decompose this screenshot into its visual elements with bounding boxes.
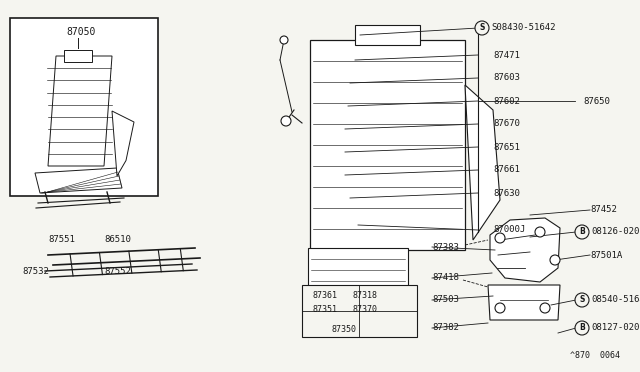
Polygon shape <box>488 285 560 320</box>
Circle shape <box>280 36 288 44</box>
Bar <box>355 25 420 45</box>
Text: 87602: 87602 <box>493 96 520 106</box>
Polygon shape <box>35 168 122 193</box>
Text: 87370: 87370 <box>353 305 378 314</box>
Text: S: S <box>579 295 585 305</box>
Text: 08126-02028: 08126-02028 <box>591 228 640 237</box>
Text: 87418: 87418 <box>432 273 459 282</box>
Text: 87501A: 87501A <box>590 250 622 260</box>
Text: 86510: 86510 <box>104 235 131 244</box>
Circle shape <box>575 321 589 335</box>
Text: 87383: 87383 <box>432 243 459 251</box>
Text: 08540-51642: 08540-51642 <box>591 295 640 305</box>
Bar <box>64 50 92 62</box>
Text: 87318: 87318 <box>353 291 378 299</box>
Bar <box>313 303 403 325</box>
Text: 87552: 87552 <box>104 267 131 276</box>
Polygon shape <box>465 85 500 240</box>
Text: 87361: 87361 <box>312 291 337 299</box>
Text: 87452: 87452 <box>590 205 617 215</box>
Polygon shape <box>48 56 112 166</box>
Text: 87050: 87050 <box>67 27 95 37</box>
Circle shape <box>495 233 505 243</box>
Circle shape <box>575 225 589 239</box>
Text: S: S <box>479 23 484 32</box>
Text: 87532: 87532 <box>22 267 49 276</box>
Text: ^870  0064: ^870 0064 <box>570 351 620 360</box>
Text: 87551: 87551 <box>49 235 76 244</box>
Text: 87630: 87630 <box>493 189 520 198</box>
Text: 08127-02028: 08127-02028 <box>591 324 640 333</box>
Polygon shape <box>490 218 560 282</box>
Text: S08430-51642: S08430-51642 <box>491 23 556 32</box>
Circle shape <box>575 293 589 307</box>
Text: 87650: 87650 <box>583 96 610 106</box>
Text: 87351: 87351 <box>312 305 337 314</box>
Text: 87651: 87651 <box>493 142 520 151</box>
Text: B: B <box>579 324 585 333</box>
Text: 87471: 87471 <box>493 51 520 60</box>
Text: 87503: 87503 <box>432 295 459 305</box>
Circle shape <box>495 303 505 313</box>
Text: B: B <box>579 228 585 237</box>
Text: 87350: 87350 <box>332 326 356 334</box>
Circle shape <box>475 21 489 35</box>
Polygon shape <box>112 111 134 176</box>
Bar <box>302 285 417 337</box>
Text: 87661: 87661 <box>493 166 520 174</box>
Text: 87000J: 87000J <box>493 225 525 234</box>
Bar <box>10 18 158 196</box>
Text: 87603: 87603 <box>493 74 520 83</box>
Circle shape <box>535 227 545 237</box>
Bar <box>310 40 465 250</box>
Text: 87670: 87670 <box>493 119 520 128</box>
Circle shape <box>281 116 291 126</box>
Circle shape <box>540 303 550 313</box>
Circle shape <box>550 255 560 265</box>
Bar <box>308 248 408 303</box>
Text: 87382: 87382 <box>432 324 459 333</box>
